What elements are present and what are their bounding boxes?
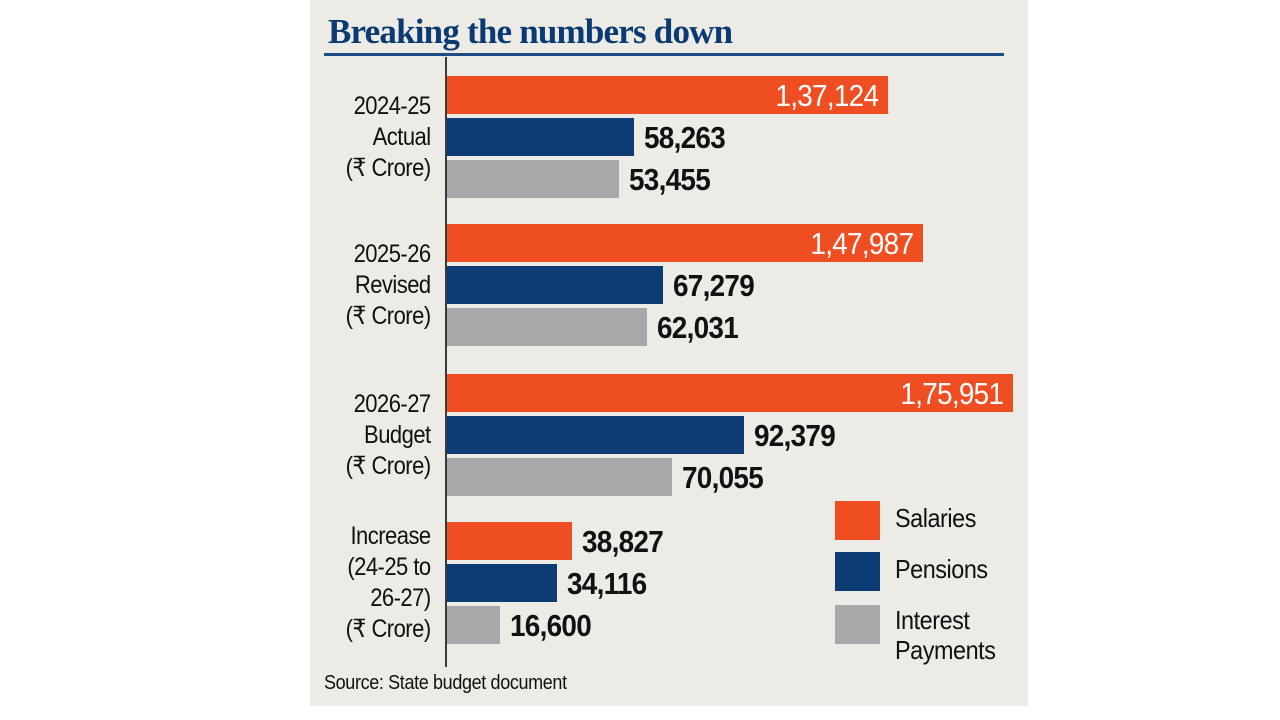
bar-salaries	[447, 224, 924, 262]
legend-label-line: Payments	[895, 635, 996, 665]
bar-salaries	[447, 76, 889, 114]
category-label-line: Actual	[373, 122, 432, 151]
legend-swatch-pensions	[835, 552, 880, 591]
data-label: 58,263	[644, 120, 726, 155]
bar-interest	[447, 308, 647, 346]
category-label-line: 2025-26	[353, 239, 432, 268]
bar-interest	[447, 606, 501, 644]
category-label-line: 26-27)	[370, 584, 432, 612]
category-label: 2024-25 Actual (₹ Crore)	[345, 91, 432, 184]
category-label-line: (₹ Crore)	[345, 451, 432, 480]
chart-title: Breaking the numbers down	[328, 12, 733, 51]
category-label-line: (24-25 to	[347, 553, 432, 581]
bar-pensions	[447, 416, 745, 454]
title-underline	[324, 53, 1004, 56]
data-label: 67,279	[673, 268, 755, 303]
data-label: 38,827	[581, 524, 664, 559]
bar-interest	[447, 160, 619, 198]
category-label-line: (₹ Crore)	[345, 301, 432, 330]
legend-swatch-interest	[835, 605, 880, 644]
data-label: 1,47,987	[810, 226, 914, 261]
bar-pensions	[447, 118, 635, 156]
data-label: 70,055	[682, 460, 764, 495]
data-label: 92,379	[754, 418, 836, 453]
legend-swatch-salaries	[835, 501, 880, 540]
category-label: 2025-26 Revised (₹ Crore)	[345, 239, 432, 332]
legend-label-line: Salaries	[895, 503, 976, 533]
legend-label-salaries: Salaries	[895, 503, 976, 533]
category-label-line: 2024-25	[353, 91, 432, 120]
data-label: 34,116	[566, 566, 647, 601]
legend-label-line: Pensions	[895, 554, 988, 584]
bar-pensions	[447, 564, 557, 602]
legend-label-line: Interest	[895, 605, 970, 635]
data-label: 1,37,124	[775, 78, 879, 113]
y-axis-line	[445, 57, 447, 667]
data-label: 53,455	[628, 162, 711, 197]
legend-label-interest: Interest Payments	[895, 605, 996, 665]
data-label: 1,75,951	[900, 376, 1004, 411]
category-label-line: 2026-27	[353, 389, 432, 418]
category-label: Increase (24-25 to 26-27) (₹ Crore)	[345, 521, 432, 645]
legend-label-pensions: Pensions	[895, 554, 988, 584]
bar-interest	[447, 458, 673, 496]
bar-salaries	[447, 522, 572, 560]
category-label-line: Budget	[364, 420, 431, 449]
category-label-line: (₹ Crore)	[345, 153, 432, 182]
category-label-line: Revised	[355, 270, 431, 299]
bar-pensions	[447, 266, 664, 304]
data-label: 62,031	[656, 310, 739, 345]
source-note: Source: State budget document	[324, 672, 567, 694]
bar-salaries	[447, 374, 1013, 412]
category-label-line: Increase	[350, 522, 432, 550]
data-label: 16,600	[510, 608, 592, 643]
category-label: 2026-27 Budget (₹ Crore)	[345, 389, 432, 482]
category-label-line: (₹ Crore)	[345, 615, 432, 643]
chart-panel	[310, 0, 1028, 706]
